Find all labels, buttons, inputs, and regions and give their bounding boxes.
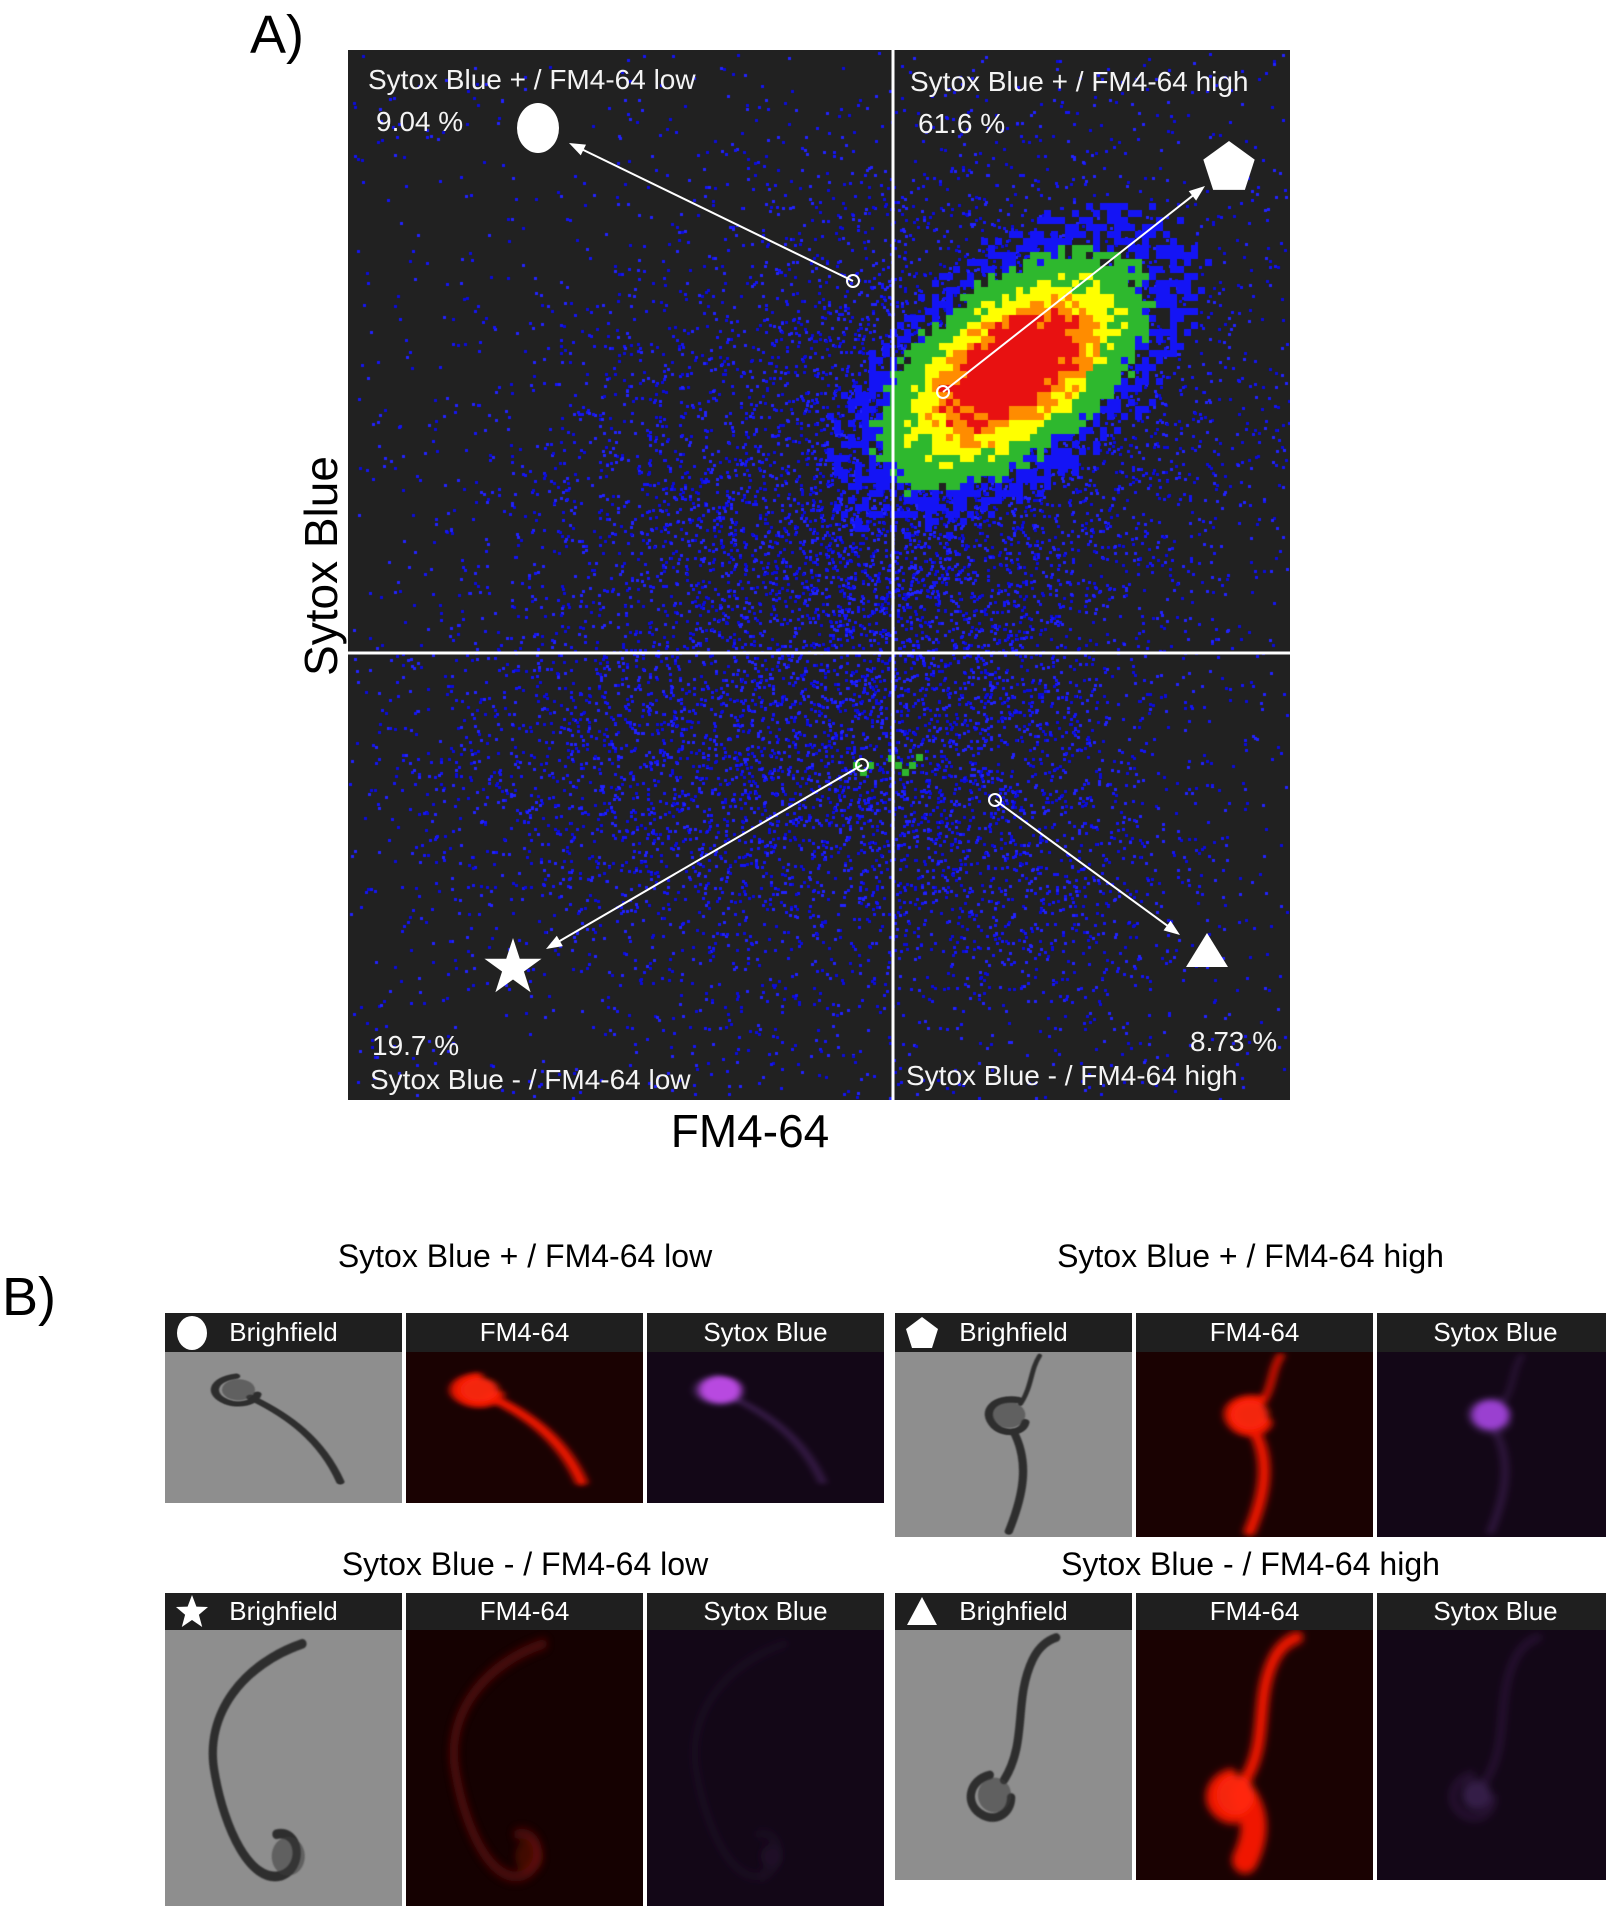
channel-header-label: FM4-64: [1209, 1596, 1300, 1626]
pentagon-icon: [904, 1315, 940, 1351]
quadrant-label-top-left: Sytox Blue + / FM4-64 low: [368, 64, 696, 95]
channel-header-fm464: FM4-64: [1136, 1593, 1373, 1630]
channel-header-brightfield: Brighfield: [165, 1313, 402, 1352]
group-title-sytox-pos-fm-low: Sytox Blue + / FM4-64 low: [337, 1238, 713, 1274]
quadrant-pct-bottom-right: 8.73 %: [1190, 1026, 1278, 1057]
channel-header-label: Sytox Blue: [1433, 1317, 1558, 1347]
micrograph-fm464: [406, 1352, 643, 1503]
micrograph-fm464: [1136, 1352, 1373, 1537]
micrograph-brightfield: [165, 1630, 402, 1906]
channel-header-fm464: FM4-64: [1136, 1313, 1373, 1352]
channel-header-fm464: FM4-64: [406, 1313, 643, 1352]
circle-icon: [174, 1315, 210, 1351]
y-axis-label: Sytox Blue: [295, 456, 347, 676]
quadrant-label-bottom-left: Sytox Blue - / FM4-64 low: [370, 1064, 691, 1095]
quadrant-pct-top-left: 9.04 %: [376, 106, 464, 137]
micrograph-sytox: [1377, 1630, 1606, 1880]
channel-header-label: Brighfield: [229, 1596, 338, 1626]
channel-header-label: FM4-64: [1209, 1317, 1300, 1347]
group-title-sytox-neg-fm-low: Sytox Blue - / FM4-64 low: [341, 1546, 709, 1582]
quadrant-pct-top-right: 61.6 %: [918, 108, 1006, 139]
gate-overlay: [348, 50, 1290, 1100]
channel-header-brightfield: Brighfield: [165, 1593, 402, 1630]
channel-header-sytox: Sytox Blue: [1377, 1593, 1606, 1630]
channel-header-label: Brighfield: [229, 1317, 338, 1347]
channel-header-label: FM4-64: [479, 1317, 570, 1347]
quadrant-pct-bottom-left: 19.7 %: [372, 1030, 460, 1061]
channel-header-label: Brighfield: [959, 1317, 1068, 1347]
panel-b-label: B): [2, 1267, 56, 1327]
flow-cytometry-plot: Sytox Blue + / FM4-64 low 9.04 % Sytox B…: [348, 50, 1290, 1100]
triangle-icon: [904, 1594, 940, 1630]
quadrant-label-bottom-right: Sytox Blue - / FM4-64 high: [906, 1060, 1238, 1091]
channel-header-label: FM4-64: [479, 1596, 570, 1626]
x-axis-label: FM4-64: [670, 1105, 830, 1157]
density-scatter-canvas: [348, 50, 1290, 1100]
channel-header-label: Sytox Blue: [1433, 1596, 1558, 1626]
panel-a-label: A): [250, 5, 304, 65]
channel-header-label: Brighfield: [959, 1596, 1068, 1626]
star-icon: [174, 1594, 210, 1630]
micrograph-sytox: [1377, 1352, 1606, 1537]
channel-header-fm464: FM4-64: [406, 1593, 643, 1630]
channel-header-sytox: Sytox Blue: [1377, 1313, 1606, 1352]
micrograph-brightfield: [895, 1352, 1132, 1537]
quadrant-label-top-right: Sytox Blue + / FM4-64 high: [910, 66, 1249, 97]
group-title-sytox-neg-fm-high: Sytox Blue - / FM4-64 high: [1061, 1546, 1440, 1582]
micrograph-brightfield: [895, 1630, 1132, 1880]
micrograph-sytox: [647, 1630, 884, 1906]
channel-header-sytox: Sytox Blue: [647, 1313, 884, 1352]
micrograph-fm464: [1136, 1630, 1373, 1880]
channel-header-brightfield: Brighfield: [895, 1593, 1132, 1630]
group-title-sytox-pos-fm-high: Sytox Blue + / FM4-64 high: [1057, 1238, 1444, 1274]
micrograph-fm464: [406, 1630, 643, 1906]
channel-header-label: Sytox Blue: [703, 1596, 828, 1626]
micrograph-brightfield: [165, 1352, 402, 1503]
micrograph-sytox: [647, 1352, 884, 1503]
channel-header-brightfield: Brighfield: [895, 1313, 1132, 1352]
channel-header-label: Sytox Blue: [703, 1317, 828, 1347]
channel-header-sytox: Sytox Blue: [647, 1593, 884, 1630]
